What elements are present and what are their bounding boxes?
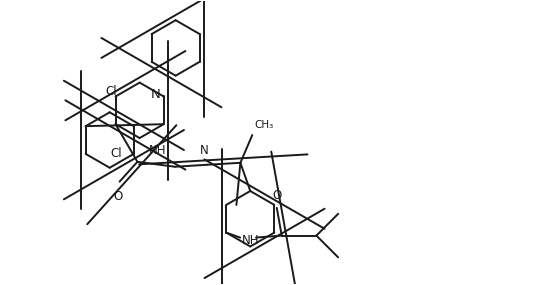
Text: N: N xyxy=(200,144,209,157)
Text: O: O xyxy=(272,189,281,202)
Text: NH: NH xyxy=(149,144,166,157)
Text: Cl: Cl xyxy=(106,86,117,98)
Text: Cl: Cl xyxy=(110,147,122,160)
Text: CH₃: CH₃ xyxy=(254,120,273,130)
Text: O: O xyxy=(113,190,122,203)
Text: N: N xyxy=(151,88,160,101)
Text: NH: NH xyxy=(242,234,259,247)
